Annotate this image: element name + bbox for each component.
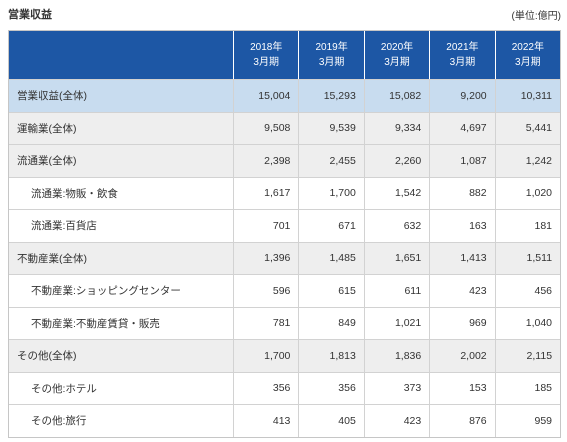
column-header-2020: 2020年 3月期 — [363, 31, 429, 79]
row-distribution-total: 流通業(全体) 2,398 2,455 2,260 1,087 1,242 — [9, 144, 560, 177]
value-cell: 456 — [494, 275, 560, 307]
value-cell: 701 — [233, 210, 298, 242]
value-cell: 9,508 — [233, 112, 298, 144]
row-real-estate-total: 不動産業(全体) 1,396 1,485 1,651 1,413 1,511 — [9, 241, 560, 274]
value-cell: 1,700 — [298, 177, 363, 209]
row-distribution-department-store: 流通業:百貨店 701 671 632 163 181 — [9, 209, 560, 242]
table-header-row: 2018年 3月期 2019年 3月期 2020年 3月期 2021年 3月期 … — [9, 31, 560, 79]
value-cell: 882 — [429, 177, 494, 209]
value-cell: 1,020 — [494, 177, 560, 209]
value-cell: 2,002 — [429, 340, 494, 372]
column-header-period: 3月期 — [318, 57, 345, 68]
value-cell: 1,617 — [233, 177, 298, 209]
operating-revenue-table: 2018年 3月期 2019年 3月期 2020年 3月期 2021年 3月期 … — [8, 30, 561, 438]
value-cell: 15,293 — [298, 80, 363, 112]
row-label: 流通業:百貨店 — [31, 220, 97, 233]
row-real-estate-shopping-center: 不動産業:ショッピングセンター 596 615 611 423 456 — [9, 274, 560, 307]
value-cell: 781 — [233, 307, 298, 339]
row-label: 流通業(全体) — [17, 155, 77, 168]
row-label: 流通業:物販・飲食 — [31, 187, 118, 200]
row-label: 運輸業(全体) — [17, 122, 77, 135]
value-cell: 9,539 — [298, 112, 363, 144]
table-title: 営業収益 — [8, 9, 52, 21]
row-label: 不動産業:ショッピングセンター — [31, 285, 181, 298]
column-header-period: 3月期 — [449, 57, 476, 68]
value-cell: 1,040 — [494, 307, 560, 339]
value-cell: 405 — [298, 405, 363, 437]
column-header-period: 3月期 — [384, 57, 410, 68]
row-distribution-retail-food: 流通業:物販・飲食 1,617 1,700 1,542 882 1,020 — [9, 176, 560, 209]
value-cell: 876 — [429, 405, 494, 437]
value-cell: 671 — [298, 210, 363, 242]
value-cell: 1,836 — [363, 340, 429, 372]
value-cell: 1,485 — [298, 242, 363, 274]
value-cell: 615 — [298, 275, 363, 307]
value-cell: 153 — [429, 372, 494, 404]
value-cell: 1,542 — [363, 177, 429, 209]
value-cell: 181 — [494, 210, 560, 242]
value-cell: 373 — [363, 372, 429, 404]
value-cell: 356 — [298, 372, 363, 404]
value-cell: 2,260 — [363, 145, 429, 177]
value-cell: 611 — [363, 275, 429, 307]
value-cell: 1,511 — [494, 242, 560, 274]
column-header-year: 2020年 — [380, 42, 414, 53]
value-cell: 2,115 — [494, 340, 560, 372]
value-cell: 15,004 — [233, 80, 298, 112]
column-header-year: 2019年 — [315, 42, 348, 53]
column-header-year: 2018年 — [250, 42, 283, 53]
value-cell: 632 — [363, 210, 429, 242]
value-cell: 849 — [298, 307, 363, 339]
value-cell: 1,087 — [429, 145, 494, 177]
value-cell: 969 — [429, 307, 494, 339]
value-cell: 9,200 — [429, 80, 494, 112]
row-other-hotel: その他:ホテル 356 356 373 153 185 — [9, 371, 560, 404]
row-other-travel: その他:旅行 413 405 423 876 959 — [9, 404, 560, 437]
column-header-period: 3月期 — [253, 57, 279, 68]
column-header-2018: 2018年 3月期 — [233, 31, 298, 79]
value-cell: 596 — [233, 275, 298, 307]
value-cell: 1,413 — [429, 242, 494, 274]
value-cell: 413 — [233, 405, 298, 437]
value-cell: 423 — [363, 405, 429, 437]
value-cell: 4,697 — [429, 112, 494, 144]
value-cell: 185 — [494, 372, 560, 404]
row-other-total: その他(全体) 1,700 1,813 1,836 2,002 2,115 — [9, 339, 560, 372]
row-label: 営業収益(全体) — [17, 90, 87, 103]
row-label: 不動産業:不動産賃貸・販売 — [31, 317, 160, 330]
row-label: その他:旅行 — [31, 415, 87, 428]
unit-label: (単位:億円) — [511, 11, 561, 22]
value-cell: 5,441 — [494, 112, 560, 144]
value-cell: 356 — [233, 372, 298, 404]
value-cell: 15,082 — [363, 80, 429, 112]
row-label: その他(全体) — [17, 350, 77, 363]
value-cell: 2,455 — [298, 145, 363, 177]
row-transportation-total: 運輸業(全体) 9,508 9,539 9,334 4,697 5,441 — [9, 111, 560, 144]
value-cell: 1,813 — [298, 340, 363, 372]
row-real-estate-leasing-sales: 不動産業:不動産賃貸・販売 781 849 1,021 969 1,040 — [9, 306, 560, 339]
value-cell: 1,021 — [363, 307, 429, 339]
column-header-year: 2021年 — [446, 42, 479, 53]
header-corner — [9, 31, 233, 79]
row-label: 不動産業(全体) — [17, 252, 87, 265]
value-cell: 1,242 — [494, 145, 560, 177]
column-header-year: 2022年 — [511, 42, 544, 53]
value-cell: 163 — [429, 210, 494, 242]
value-cell: 1,700 — [233, 340, 298, 372]
value-cell: 9,334 — [363, 112, 429, 144]
column-header-period: 3月期 — [515, 57, 541, 68]
column-header-2021: 2021年 3月期 — [429, 31, 494, 79]
value-cell: 1,651 — [363, 242, 429, 274]
value-cell: 2,398 — [233, 145, 298, 177]
value-cell: 1,396 — [233, 242, 298, 274]
column-header-2022: 2022年 3月期 — [494, 31, 560, 79]
column-header-2019: 2019年 3月期 — [298, 31, 363, 79]
value-cell: 423 — [429, 275, 494, 307]
row-operating-revenue-total: 営業収益(全体) 15,004 15,293 15,082 9,200 10,3… — [9, 79, 560, 112]
value-cell: 959 — [494, 405, 560, 437]
value-cell: 10,311 — [494, 80, 560, 112]
row-label: その他:ホテル — [31, 382, 97, 395]
